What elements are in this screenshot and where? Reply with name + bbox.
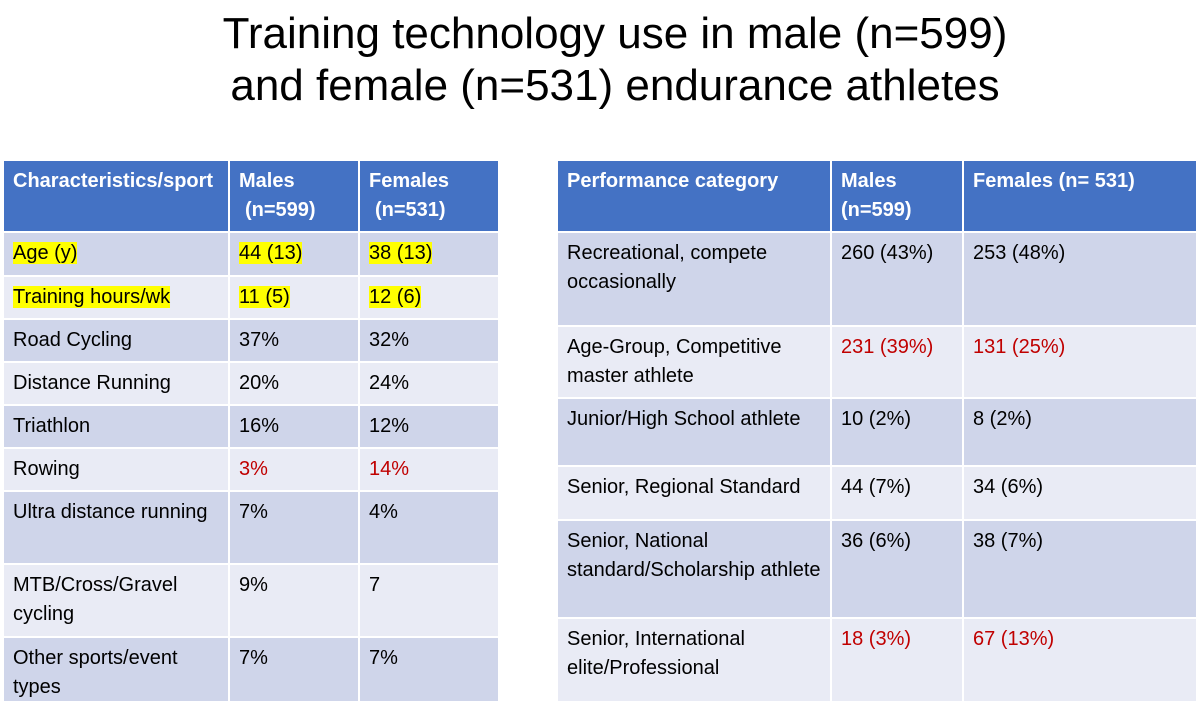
table-row: MTB/Cross/Gravel cycling 9% 7	[2, 563, 500, 638]
header-males-n: (n=599)	[841, 199, 912, 221]
row-males: 7%	[228, 636, 360, 701]
row-females: 7	[358, 563, 500, 638]
row-label: Senior, National standard/Scholarship at…	[556, 519, 832, 619]
table-row: Distance Running 20% 24%	[2, 361, 500, 406]
header-males-label: Males	[841, 170, 897, 192]
row-females: 12 (6)	[358, 275, 500, 320]
table-row: Triathlon 16% 12%	[2, 404, 500, 449]
header-females: Females (n=531)	[358, 159, 500, 233]
row-label: Road Cycling	[2, 318, 230, 363]
row-males: 44 (7%)	[830, 465, 964, 521]
header-males-n: (n=599)	[245, 199, 316, 221]
table-row: Road Cycling 37% 32%	[2, 318, 500, 363]
row-females: 67 (13%)	[962, 617, 1198, 701]
row-males: 7%	[228, 490, 360, 565]
row-label: Age-Group, Competitive master athlete	[556, 325, 832, 399]
row-females: 131 (25%)	[962, 325, 1198, 399]
title-line-1: Training technology use in male (n=599)	[222, 9, 1008, 58]
table-row: Other sports/event types 7% 7%	[2, 636, 500, 701]
highlighted-text: 38 (13)	[369, 242, 433, 264]
row-males: 20%	[228, 361, 360, 406]
row-males: 36 (6%)	[830, 519, 964, 619]
header-characteristics: Characteristics/sport	[2, 159, 230, 233]
performance-category-table: Performance category Males (n=599) Femal…	[556, 159, 1198, 701]
row-label: Training hours/wk	[2, 275, 230, 320]
row-females: 14%	[358, 447, 500, 492]
row-females: 8 (2%)	[962, 397, 1198, 467]
row-males: 37%	[228, 318, 360, 363]
row-males: 11 (5)	[228, 275, 360, 320]
row-females: 253 (48%)	[962, 231, 1198, 327]
row-label: Distance Running	[2, 361, 230, 406]
table-row: Senior, International elite/Professional…	[556, 617, 1198, 701]
header-males-label: Males	[239, 170, 295, 192]
table-row: Senior, Regional Standard 44 (7%) 34 (6%…	[556, 465, 1198, 521]
row-males: 10 (2%)	[830, 397, 964, 467]
row-label: Other sports/event types	[2, 636, 230, 701]
header-males: Males (n=599)	[228, 159, 360, 233]
row-females: 24%	[358, 361, 500, 406]
row-females: 38 (13)	[358, 231, 500, 277]
row-label: Recreational, compete occasionally	[556, 231, 832, 327]
row-label: Triathlon	[2, 404, 230, 449]
row-males: 260 (43%)	[830, 231, 964, 327]
row-males: 231 (39%)	[830, 325, 964, 399]
row-females: 7%	[358, 636, 500, 701]
table-row: Age-Group, Competitive master athlete 23…	[556, 325, 1198, 399]
row-females: 4%	[358, 490, 500, 565]
row-label: Rowing	[2, 447, 230, 492]
row-label: Age (y)	[2, 231, 230, 277]
row-label: Senior, International elite/Professional	[556, 617, 832, 701]
table-row: Rowing 3% 14%	[2, 447, 500, 492]
row-males: 3%	[228, 447, 360, 492]
header-females-label: Females	[369, 170, 450, 192]
slide-title: Training technology use in male (n=599) …	[0, 8, 1199, 112]
row-females: 38 (7%)	[962, 519, 1198, 619]
table-header-row: Characteristics/sport Males (n=599) Fema…	[2, 159, 500, 233]
header-females: Females (n= 531)	[962, 159, 1198, 233]
header-females-n: (n=531)	[375, 199, 446, 221]
row-label: Junior/High School athlete	[556, 397, 832, 467]
highlighted-text: Training hours/wk	[13, 286, 171, 308]
table-row: Senior, National standard/Scholarship at…	[556, 519, 1198, 619]
row-label: Ultra distance running	[2, 490, 230, 565]
header-performance-category: Performance category	[556, 159, 832, 233]
table-row: Junior/High School athlete 10 (2%) 8 (2%…	[556, 397, 1198, 467]
table-row: Ultra distance running 7% 4%	[2, 490, 500, 565]
highlighted-text: 12 (6)	[369, 286, 422, 308]
header-males: Males (n=599)	[830, 159, 964, 233]
row-females: 12%	[358, 404, 500, 449]
row-males: 18 (3%)	[830, 617, 964, 701]
row-males: 9%	[228, 563, 360, 638]
highlighted-text: 11 (5)	[239, 286, 290, 308]
row-label: MTB/Cross/Gravel cycling	[2, 563, 230, 638]
row-females: 32%	[358, 318, 500, 363]
row-males: 16%	[228, 404, 360, 449]
characteristics-table: Characteristics/sport Males (n=599) Fema…	[2, 159, 500, 701]
row-label: Senior, Regional Standard	[556, 465, 832, 521]
title-line-2: and female (n=531) endurance athletes	[230, 61, 1000, 110]
table-header-row: Performance category Males (n=599) Femal…	[556, 159, 1198, 233]
row-females: 34 (6%)	[962, 465, 1198, 521]
row-males: 44 (13)	[228, 231, 360, 277]
table-row: Training hours/wk 11 (5) 12 (6)	[2, 275, 500, 320]
table-row: Recreational, compete occasionally 260 (…	[556, 231, 1198, 327]
highlighted-text: 44 (13)	[239, 242, 303, 264]
highlighted-text: Age (y)	[13, 242, 78, 264]
table-row: Age (y) 44 (13) 38 (13)	[2, 231, 500, 277]
